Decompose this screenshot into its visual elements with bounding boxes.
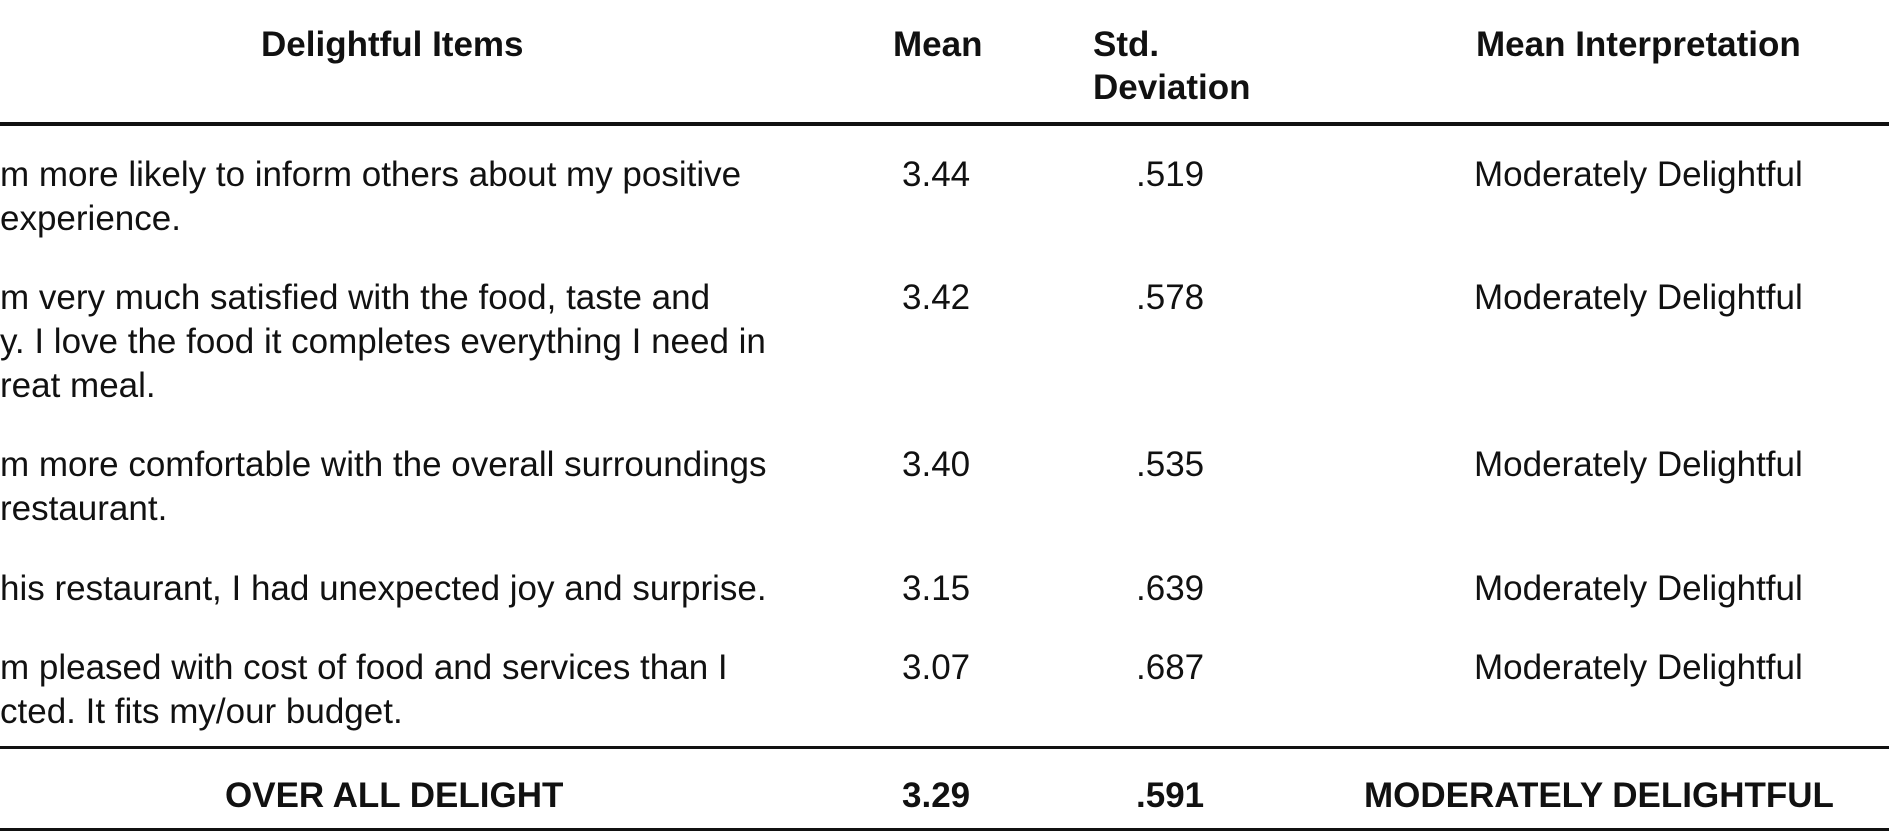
row-1-std: .519 (1136, 155, 1205, 194)
row-5-mean: 3.07 (902, 648, 971, 687)
header-mean: Mean (893, 25, 983, 64)
row-2-std: .578 (1136, 278, 1205, 317)
row-5-item: m pleased with cost of food and services… (0, 648, 728, 731)
row-4-std: .639 (1136, 569, 1205, 608)
row-2-mean: 3.42 (902, 278, 971, 317)
header-interpretation: Mean Interpretation (1476, 25, 1801, 64)
row-1-mean: 3.44 (902, 155, 971, 194)
row-3-item: m more comfortable with the overall surr… (0, 445, 767, 528)
overall-mean: 3.29 (902, 776, 971, 815)
overall-label: OVER ALL DELIGHT (225, 776, 564, 815)
row-4-item: his restaurant, I had unexpected joy and… (0, 569, 767, 608)
header-std-line2: Deviation (1093, 68, 1251, 107)
row-4-mean: 3.15 (902, 569, 971, 608)
row-5-std: .687 (1136, 648, 1205, 687)
header-items: Delightful Items (261, 25, 524, 64)
row-3-mean: 3.40 (902, 445, 971, 484)
header-rule (0, 122, 1889, 126)
header-std-line1: Std. (1093, 25, 1160, 64)
bottom-rule (0, 828, 1889, 831)
overall-std: .591 (1136, 776, 1205, 815)
row-2-item: m very much satisfied with the food, tas… (0, 278, 766, 405)
row-5-interpretation: Moderately Delightful (1474, 648, 1803, 687)
row-1-interpretation: Moderately Delightful (1474, 155, 1803, 194)
row-2-interpretation: Moderately Delightful (1474, 278, 1803, 317)
row-3-std: .535 (1136, 445, 1205, 484)
row-3-interpretation: Moderately Delightful (1474, 445, 1803, 484)
overall-top-rule (0, 746, 1889, 749)
overall-interpretation: MODERATELY DELIGHTFUL (1364, 776, 1834, 815)
row-4-interpretation: Moderately Delightful (1474, 569, 1803, 608)
row-1-item: m more likely to inform others about my … (0, 155, 742, 238)
